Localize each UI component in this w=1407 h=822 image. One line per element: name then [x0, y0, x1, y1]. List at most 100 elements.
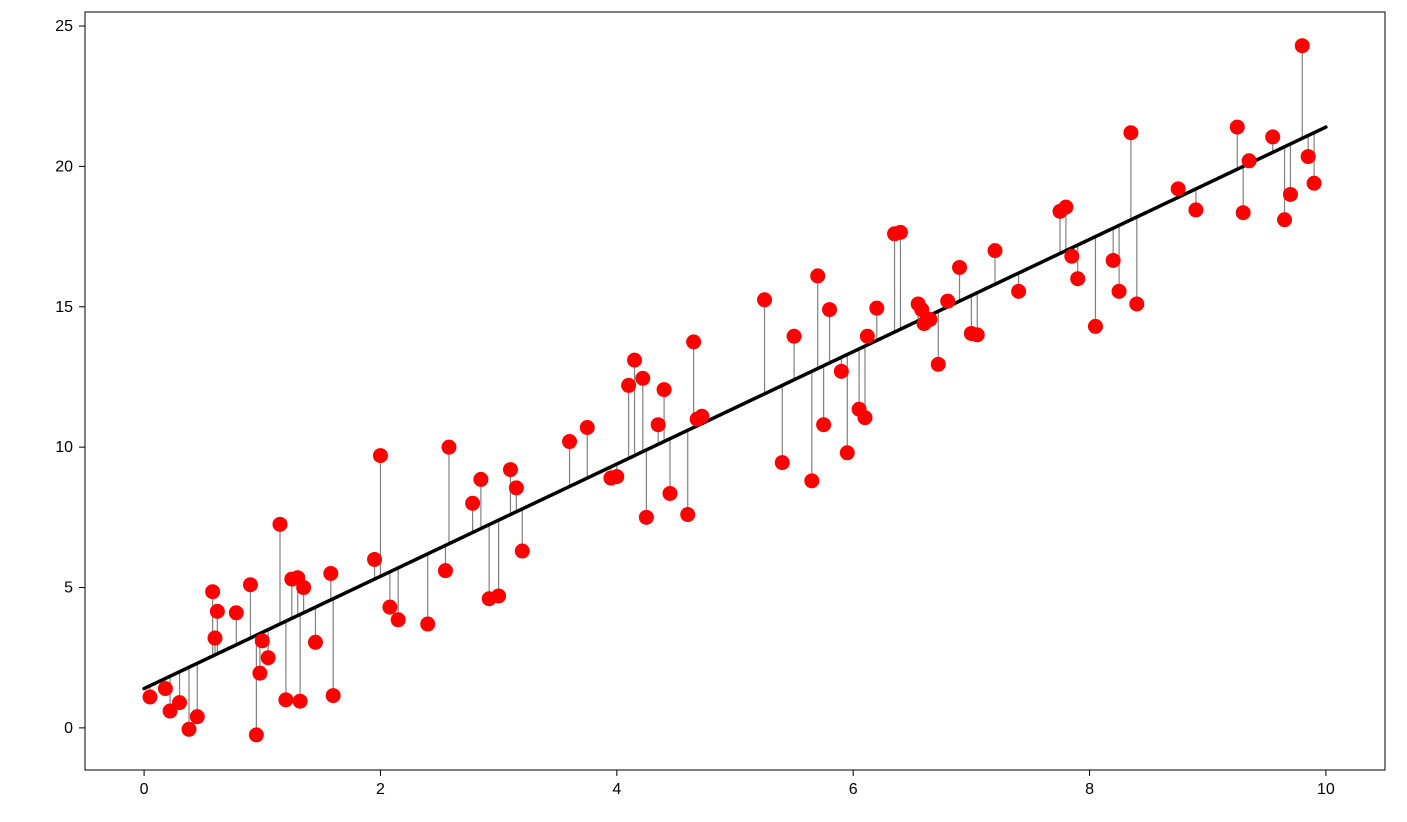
scatter-point	[261, 651, 275, 665]
scatter-point	[639, 510, 653, 524]
scatter-point	[373, 449, 387, 463]
x-tick-label: 2	[376, 781, 385, 798]
scatter-point	[1088, 319, 1102, 333]
scatter-point	[1295, 39, 1309, 53]
scatter-point	[297, 581, 311, 595]
scatter-point	[1065, 249, 1079, 263]
chart-container: 0 2 4 6 8 10 0 5 10 15 20 25	[0, 0, 1407, 822]
scatter-point	[1112, 284, 1126, 298]
scatter-point	[273, 517, 287, 531]
scatter-point	[308, 635, 322, 649]
scatter-point	[229, 606, 243, 620]
scatter-point	[492, 589, 506, 603]
scatter-point	[823, 303, 837, 317]
scatter-point	[1307, 176, 1321, 190]
scatter-point	[515, 544, 529, 558]
scatter-point	[1242, 154, 1256, 168]
scatter-point	[1189, 203, 1203, 217]
scatter-point	[580, 420, 594, 434]
scatter-point	[758, 293, 772, 307]
scatter-point	[931, 357, 945, 371]
scatter-point	[279, 693, 293, 707]
y-tick-label: 5	[64, 580, 73, 597]
scatter-point	[503, 463, 517, 477]
scatter-point	[438, 564, 452, 578]
y-tick-label: 0	[64, 720, 73, 737]
scatter-point	[941, 294, 955, 308]
x-tick-label: 8	[1085, 781, 1094, 798]
scatter-point	[391, 613, 405, 627]
scatter-point	[253, 666, 267, 680]
scatter-point	[817, 418, 831, 432]
scatter-point	[870, 301, 884, 315]
scatter-point	[190, 710, 204, 724]
scatter-point	[173, 696, 187, 710]
scatter-point	[923, 312, 937, 326]
scatter-point	[636, 371, 650, 385]
scatter-point	[421, 617, 435, 631]
scatter-point	[858, 411, 872, 425]
scatter-point	[383, 600, 397, 614]
scatter-point	[628, 353, 642, 367]
scatter-point	[1230, 120, 1244, 134]
scatter-point	[1124, 126, 1138, 140]
scatter-point	[1266, 130, 1280, 144]
scatter-point	[182, 722, 196, 736]
scatter-point	[1071, 272, 1085, 286]
scatter-point	[158, 682, 172, 696]
regression-line	[144, 127, 1326, 688]
plot-content	[143, 39, 1326, 742]
x-tick-label: 10	[1317, 781, 1335, 798]
scatter-point	[474, 472, 488, 486]
scatter-point	[657, 383, 671, 397]
scatter-point	[840, 446, 854, 460]
scatter-point	[466, 496, 480, 510]
scatter-point	[970, 328, 984, 342]
scatter-point	[143, 690, 157, 704]
x-tick-label: 6	[849, 781, 858, 798]
scatter-point	[208, 631, 222, 645]
scatter-point	[509, 481, 523, 495]
scatter-point	[368, 552, 382, 566]
y-tick-label: 10	[55, 439, 73, 456]
scatter-point	[610, 470, 624, 484]
scatter-point	[206, 585, 220, 599]
scatter-point	[893, 225, 907, 239]
y-tick-label: 15	[55, 299, 73, 316]
scatter-point	[1012, 284, 1026, 298]
y-tick-label: 25	[55, 18, 73, 35]
scatter-point	[1059, 200, 1073, 214]
scatter-point	[1301, 150, 1315, 164]
scatter-point	[1171, 182, 1185, 196]
scatter-point	[324, 566, 338, 580]
scatter-point	[293, 694, 307, 708]
scatter-point	[787, 329, 801, 343]
scatter-point	[681, 508, 695, 522]
scatter-point	[775, 456, 789, 470]
scatter-residual-chart: 0 2 4 6 8 10 0 5 10 15 20 25	[0, 0, 1407, 822]
scatter-point	[255, 634, 269, 648]
scatter-point	[695, 409, 709, 423]
scatter-point	[1283, 187, 1297, 201]
scatter-point	[326, 689, 340, 703]
y-tick-label: 20	[55, 158, 73, 175]
scatter-point	[1130, 297, 1144, 311]
scatter-point	[563, 435, 577, 449]
scatter-point	[210, 604, 224, 618]
scatter-point	[988, 244, 1002, 258]
scatter-point	[953, 260, 967, 274]
scatter-point	[834, 364, 848, 378]
scatter-point	[651, 418, 665, 432]
x-tick-label: 4	[612, 781, 621, 798]
scatter-point	[805, 474, 819, 488]
scatter-point	[249, 728, 263, 742]
scatter-point	[1236, 206, 1250, 220]
scatter-point	[663, 486, 677, 500]
x-tick-label: 0	[140, 781, 149, 798]
scatter-point	[622, 378, 636, 392]
scatter-point	[811, 269, 825, 283]
plot-area-spines	[85, 12, 1385, 770]
scatter-point	[243, 578, 257, 592]
scatter-point	[860, 329, 874, 343]
scatter-point	[687, 335, 701, 349]
